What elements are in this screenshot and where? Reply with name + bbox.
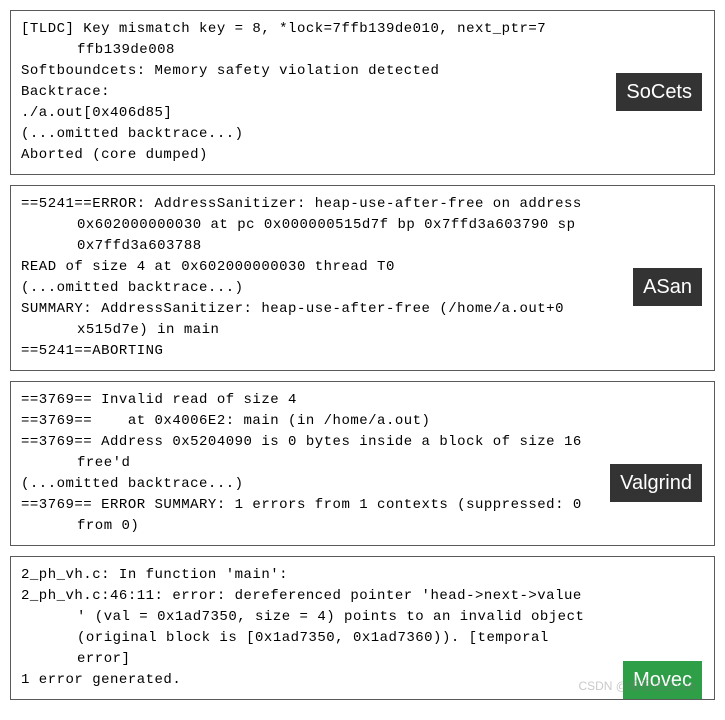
output-line: ==3769== ERROR SUMMARY: 1 errors from 1 … — [21, 495, 704, 516]
output-line: free'd — [21, 453, 704, 474]
output-line: ==3769== at 0x4006E2: main (in /home/a.o… — [21, 411, 704, 432]
output-line: 0x602000000030 at pc 0x000000515d7f bp 0… — [21, 215, 704, 236]
output-line: 2_ph_vh.c: In function 'main': — [21, 565, 704, 586]
panel-container: SoCets [TLDC] Key mismatch key = 8, *lock… — [10, 10, 715, 700]
output-panel: SoCets [TLDC] Key mismatch key = 8, *lock… — [10, 10, 715, 175]
output-line: 0x7ffd3a603788 — [21, 236, 704, 257]
output-line: 2_ph_vh.c:46:11: error: dereferenced poi… — [21, 586, 704, 607]
tool-label: Movec — [623, 661, 702, 699]
output-line: Aborted (core dumped) — [21, 145, 704, 166]
output-line: (...omitted backtrace...) — [21, 474, 704, 495]
output-line: ./a.out[0x406d85] — [21, 103, 704, 124]
tool-label: ASan — [633, 268, 702, 306]
output-line: READ of size 4 at 0x602000000030 thread … — [21, 257, 704, 278]
output-line: (...omitted backtrace...) — [21, 278, 704, 299]
output-line: ==3769== Invalid read of size 4 — [21, 390, 704, 411]
output-line: ffb139de008 — [21, 40, 704, 61]
tool-label: Valgrind — [610, 464, 702, 502]
output-line: error] — [21, 649, 704, 670]
tool-label: SoCets — [616, 73, 702, 111]
output-line: Softboundcets: Memory safety violation d… — [21, 61, 704, 82]
output-line: ==5241==ABORTING — [21, 341, 704, 362]
output-line: Backtrace: — [21, 82, 704, 103]
output-line: (...omitted backtrace...) — [21, 124, 704, 145]
output-line: ==3769== Address 0x5204090 is 0 bytes in… — [21, 432, 704, 453]
output-line: (original block is [0x1ad7350, 0x1ad7360… — [21, 628, 704, 649]
output-line: [TLDC] Key mismatch key = 8, *lock=7ffb1… — [21, 19, 704, 40]
output-line: ==5241==ERROR: AddressSanitizer: heap-us… — [21, 194, 704, 215]
output-panel: ASan ==5241==ERROR: AddressSanitizer: hea… — [10, 185, 715, 371]
output-line: from 0) — [21, 516, 704, 537]
output-line: SUMMARY: AddressSanitizer: heap-use-afte… — [21, 299, 704, 320]
output-line: ' (val = 0x1ad7350, size = 4) points to … — [21, 607, 704, 628]
output-line: x515d7e) in main — [21, 320, 704, 341]
output-panel: Movec 2_ph_vh.c: In function 'main':2_ph_… — [10, 556, 715, 700]
output-panel: Valgrind==3769== Invalid read of size 4=… — [10, 381, 715, 546]
output-line: 1 error generated. — [21, 670, 704, 691]
